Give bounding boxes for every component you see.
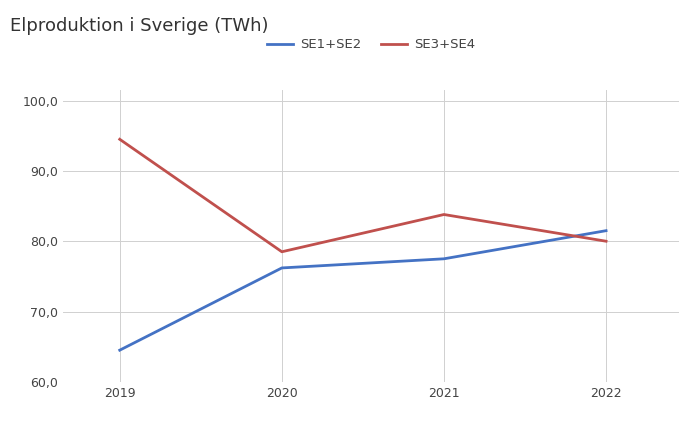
SE3+SE4 bbox=[116, 137, 124, 142]
SE3+SE4 bbox=[440, 212, 448, 217]
Legend: SE1+SE2, SE3+SE4: SE1+SE2, SE3+SE4 bbox=[262, 33, 480, 56]
Line: SE1+SE2: SE1+SE2 bbox=[120, 231, 606, 350]
SE3+SE4 bbox=[278, 249, 286, 254]
SE1+SE2 bbox=[440, 256, 448, 261]
SE1+SE2 bbox=[278, 266, 286, 271]
Line: SE3+SE4: SE3+SE4 bbox=[120, 139, 606, 252]
SE3+SE4 bbox=[602, 239, 610, 244]
SE1+SE2 bbox=[602, 228, 610, 233]
SE1+SE2 bbox=[116, 347, 124, 353]
Text: Elproduktion i Sverige (TWh): Elproduktion i Sverige (TWh) bbox=[10, 17, 269, 35]
